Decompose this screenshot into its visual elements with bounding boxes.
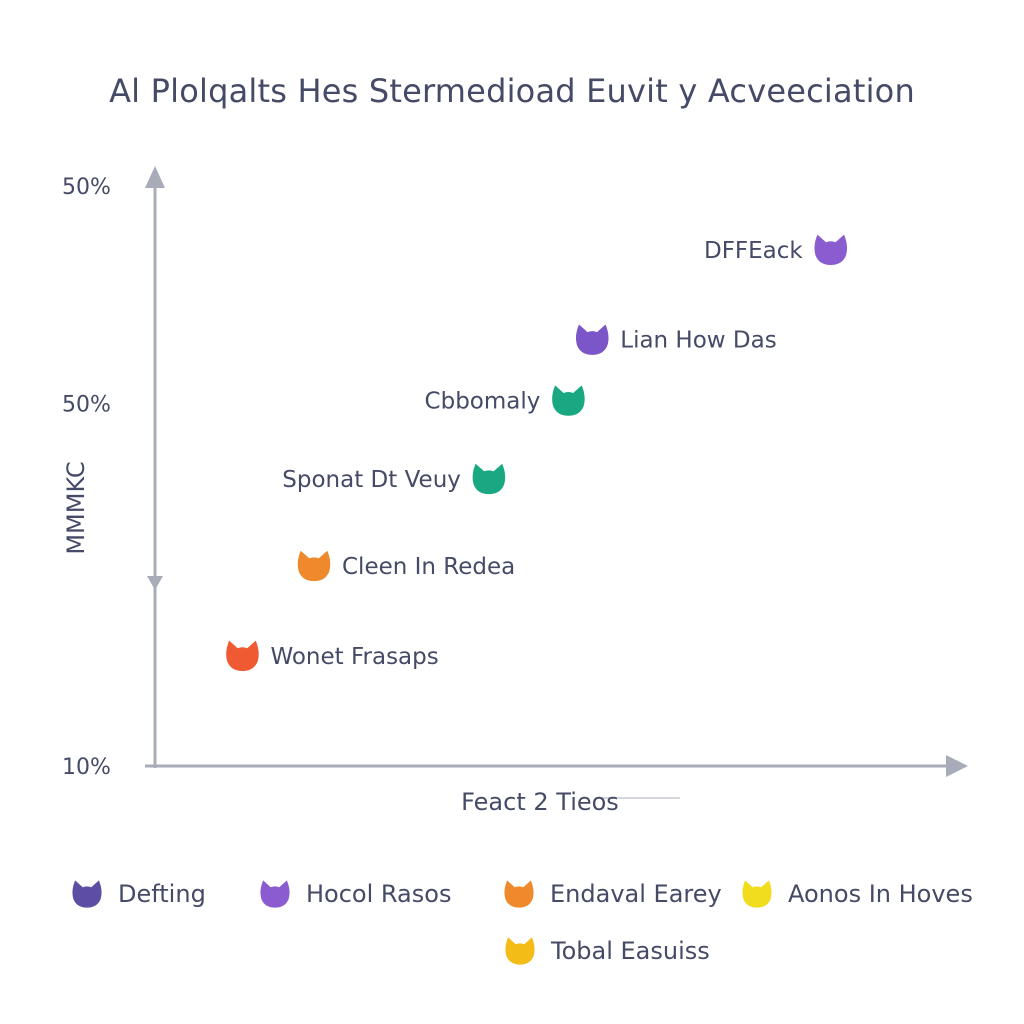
- y-tick-label: 50%: [62, 175, 111, 200]
- legend-label: Tobal Easuiss: [551, 937, 710, 965]
- data-point: Wonet Frasaps: [226, 640, 439, 671]
- y-axis-arrow: [145, 166, 165, 188]
- legend-label: Aonos In Hoves: [788, 880, 973, 908]
- legend-label: Endaval Earey: [550, 880, 722, 908]
- chart-title: Al Plolqalts Hes Stermedioad Euvit y Acv…: [109, 72, 915, 110]
- y-axis-mid-arrow: [147, 576, 163, 590]
- y-tick-label: 10%: [62, 755, 111, 780]
- legend-item: Aonos In Hoves: [740, 878, 973, 910]
- legend-swatch-icon: [504, 880, 534, 908]
- x-axis-arrow: [946, 755, 968, 777]
- y-axis-label: MMMKC: [62, 461, 90, 554]
- point-marker-icon: [226, 640, 259, 671]
- legend-swatch-icon: [505, 937, 535, 965]
- legend-swatch-icon: [742, 880, 772, 908]
- data-point: Cleen In Redea: [297, 550, 515, 582]
- data-point: DFFEack: [704, 234, 848, 265]
- legend-item: Defting: [70, 878, 206, 910]
- point-marker-icon: [297, 550, 331, 582]
- point-marker-icon: [472, 463, 506, 495]
- y-ticks: 50% 50% 10%: [62, 175, 111, 780]
- point-label: Cleen In Redea: [342, 554, 515, 580]
- point-marker-icon: [552, 385, 585, 416]
- legend-item: Hocol Rasos: [258, 878, 451, 910]
- legend-item: Tobal Easuiss: [503, 935, 710, 967]
- data-point: Lian How Das: [575, 324, 777, 355]
- legend-item: Endaval Earey: [502, 878, 722, 910]
- data-point: Sponat Dt Veuy: [282, 463, 506, 495]
- y-tick-label: 50%: [62, 393, 111, 418]
- axes: Feact 2 Tieos MMMKC: [62, 166, 968, 816]
- point-marker-icon: [814, 234, 848, 265]
- x-axis-label: Feact 2 Tieos: [461, 788, 619, 816]
- point-label: Cbbomaly: [425, 389, 541, 415]
- data-point: Cbbomaly: [425, 385, 585, 416]
- legend-label: Hocol Rasos: [306, 880, 452, 908]
- legend-label: Defting: [118, 880, 206, 908]
- data-points: DFFEack Lian How Das Cbbomaly Sponat Dt Veu…: [226, 234, 848, 671]
- legend-swatch-icon: [72, 880, 102, 908]
- point-label: Sponat Dt Veuy: [282, 467, 461, 493]
- point-label: Wonet Frasaps: [270, 644, 438, 670]
- point-label: DFFEack: [704, 238, 803, 264]
- legend-swatch-icon: [260, 880, 290, 908]
- point-label: Lian How Das: [620, 328, 776, 354]
- point-marker-icon: [575, 324, 609, 355]
